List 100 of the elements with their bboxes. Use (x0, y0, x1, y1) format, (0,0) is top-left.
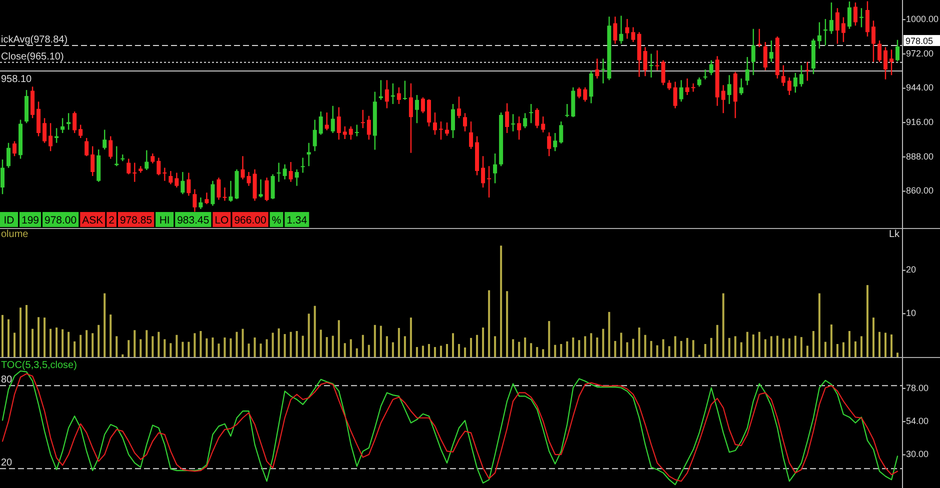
bar (476, 334, 478, 357)
y-axis-title: Lk (888, 229, 900, 240)
bar (140, 339, 142, 357)
bar (872, 318, 874, 357)
bar (590, 333, 592, 357)
candlestick (240, 156, 245, 180)
ref-line-label: 20 (1, 458, 13, 469)
bar (842, 342, 844, 357)
bar (656, 345, 658, 357)
candlestick (739, 78, 744, 95)
bar (746, 332, 748, 357)
bar (482, 328, 484, 357)
bar (800, 337, 802, 357)
bar (152, 336, 154, 357)
bar (92, 333, 94, 357)
bar (452, 333, 454, 357)
bar (26, 305, 28, 357)
bar (440, 346, 442, 357)
bar (44, 318, 46, 357)
bar (374, 324, 376, 357)
candlestick (649, 54, 654, 78)
bar (80, 334, 82, 357)
ref-line-label: 958.10 (1, 74, 32, 85)
ref-line-label: ickAvg(978.84) (1, 34, 68, 46)
y-tick-label: 20 (906, 264, 916, 275)
candlestick (691, 83, 696, 92)
bar (470, 338, 472, 357)
ref-line-label: Close(965.10) (1, 51, 64, 62)
bar (290, 332, 292, 357)
bar (692, 340, 694, 357)
bar (584, 336, 586, 357)
candlestick (721, 85, 726, 114)
bar (596, 338, 598, 357)
y-tick-label: 944.00 (906, 82, 934, 93)
bar (764, 339, 766, 357)
bar (242, 328, 244, 357)
bar (410, 318, 412, 357)
bar (752, 334, 754, 357)
bar (506, 291, 508, 357)
bar (644, 334, 646, 357)
candlestick (595, 58, 600, 78)
bar (626, 342, 628, 357)
candlestick (138, 166, 143, 173)
bar (782, 338, 784, 357)
bar (332, 336, 334, 357)
bar (326, 337, 328, 357)
bar (272, 332, 274, 357)
bar (236, 332, 238, 357)
bar (518, 342, 520, 357)
text: 978.05 (906, 36, 934, 46)
bar (458, 344, 460, 357)
bar (680, 340, 682, 357)
bar (866, 285, 868, 357)
candlestick (276, 162, 281, 182)
y-tick-label: 54.00 (906, 416, 929, 426)
bar (614, 340, 616, 357)
bar (170, 343, 172, 357)
y-tick-label: 916.00 (906, 116, 934, 127)
bar (56, 328, 58, 357)
bar (848, 331, 850, 357)
bar (218, 344, 220, 357)
bar (722, 293, 724, 357)
bar (182, 342, 184, 357)
annotation: ID (4, 214, 15, 226)
annotation: 2 (108, 214, 115, 226)
candlestick (745, 57, 750, 86)
bar (896, 352, 898, 357)
bar (710, 338, 712, 357)
y-tick-label: 78.00 (906, 382, 929, 393)
bar (608, 312, 610, 357)
bar (554, 344, 556, 357)
bar (734, 336, 736, 357)
bar (812, 331, 814, 357)
bar (806, 346, 808, 357)
bar (668, 346, 670, 357)
bar (284, 334, 286, 357)
bar (488, 290, 490, 357)
bar (548, 321, 550, 357)
bar (164, 339, 166, 357)
y-tick-label: 30.00 (906, 449, 929, 460)
bar (512, 339, 514, 357)
bar (794, 336, 796, 357)
y-tick-label: 1000.00 (906, 14, 939, 24)
bar (212, 338, 214, 357)
bar (188, 342, 190, 357)
bar (728, 338, 730, 357)
bar (890, 334, 892, 357)
bar (380, 326, 382, 357)
bar (50, 328, 52, 357)
chart-title: olume (1, 229, 29, 240)
bar (146, 330, 148, 357)
bar (230, 338, 232, 357)
bar (824, 342, 826, 357)
bar (884, 332, 886, 357)
bar (758, 332, 760, 357)
bar (314, 306, 316, 357)
candlestick (294, 169, 299, 186)
candlestick (625, 19, 630, 39)
bar (86, 330, 88, 357)
bar (206, 338, 208, 357)
